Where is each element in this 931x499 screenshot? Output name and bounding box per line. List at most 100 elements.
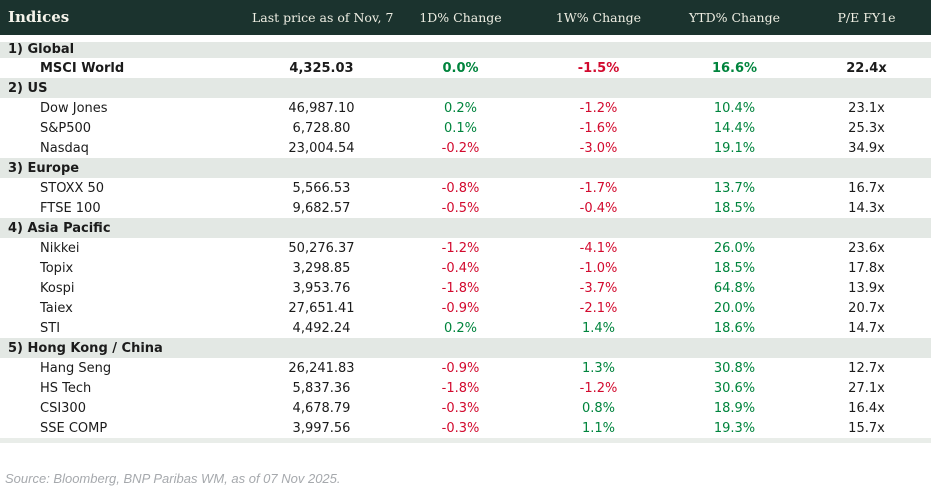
pe-fy1e: 14.7x: [848, 320, 885, 336]
change-1d: -1.8%: [441, 280, 480, 296]
table-row: FTSE 100 9,682.57 -0.5% -0.4% 18.5% 14.3x: [0, 198, 931, 218]
index-name: Taiex: [40, 300, 73, 316]
change-1w: -2.1%: [579, 300, 618, 316]
pe-fy1e: 12.7x: [848, 360, 885, 376]
pe-fy1e: 20.7x: [848, 300, 885, 316]
last-price: 46,987.10: [288, 100, 355, 116]
change-1w: -3.0%: [579, 140, 618, 156]
section-row: 5) Hong Kong / China: [0, 338, 931, 358]
index-name: STI: [40, 320, 61, 336]
pe-fy1e: 34.9x: [848, 140, 885, 156]
section-label: 2) US: [0, 78, 931, 98]
index-name: Topix: [40, 260, 74, 276]
table-bottom-edge: [0, 438, 931, 443]
table-row: STOXX 50 5,566.53 -0.8% -1.7% 13.7% 16.7x: [0, 178, 931, 198]
pe-fy1e: 25.3x: [848, 120, 885, 136]
change-1d: 0.2%: [443, 320, 478, 336]
change-1d: 0.0%: [442, 60, 479, 76]
last-price: 9,682.57: [292, 200, 351, 216]
section-row: 4) Asia Pacific: [0, 218, 931, 238]
index-name: Kospi: [40, 280, 75, 296]
section-row: 2) US: [0, 78, 931, 98]
change-1d: -0.4%: [441, 260, 480, 276]
change-ytd: 19.3%: [713, 420, 756, 436]
last-price: 3,953.76: [292, 280, 351, 296]
change-ytd: 13.7%: [713, 180, 756, 196]
pe-fy1e: 14.3x: [848, 200, 885, 216]
table-header: Indices Last price as of Nov, 7 1D% Chan…: [0, 0, 931, 42]
table-row: CSI300 4,678.79 -0.3% 0.8% 18.9% 16.4x: [0, 398, 931, 418]
index-name: HS Tech: [40, 380, 92, 396]
change-1w: -1.5%: [577, 60, 620, 76]
last-price: 23,004.54: [288, 140, 355, 156]
table-row: Hang Seng 26,241.83 -0.9% 1.3% 30.8% 12.7x: [0, 358, 931, 378]
change-1w: -0.4%: [579, 200, 618, 216]
change-ytd: 16.6%: [711, 60, 758, 76]
change-1d: -0.5%: [441, 200, 480, 216]
change-ytd: 10.4%: [713, 100, 756, 116]
index-name: MSCI World: [40, 60, 125, 76]
change-1d: -0.8%: [441, 180, 480, 196]
section-label: 5) Hong Kong / China: [0, 338, 931, 358]
index-name: STOXX 50: [40, 180, 105, 196]
table-row: MSCI World 4,325.03 0.0% -1.5% 16.6% 22.4x: [0, 58, 931, 78]
last-price: 5,837.36: [292, 380, 351, 396]
change-ytd: 64.8%: [713, 280, 756, 296]
change-1d: 0.1%: [443, 120, 478, 136]
table-row: S&P500 6,728.80 0.1% -1.6% 14.4% 25.3x: [0, 118, 931, 138]
pe-fy1e: 22.4x: [846, 60, 887, 76]
column-header-pe-fy1e: P/E FY1e: [802, 0, 931, 42]
pe-fy1e: 27.1x: [848, 380, 885, 396]
table-row: HS Tech 5,837.36 -1.8% -1.2% 30.6% 27.1x: [0, 378, 931, 398]
change-1d: -0.3%: [441, 420, 480, 436]
last-price: 26,241.83: [288, 360, 355, 376]
table-row: SSE COMP 3,997.56 -0.3% 1.1% 19.3% 15.7x: [0, 418, 931, 438]
section-label: 1) Global: [0, 38, 931, 58]
last-price: 3,298.85: [292, 260, 351, 276]
source-note: Source: Bloomberg, BNP Paribas WM, as of…: [5, 471, 341, 486]
last-price: 27,651.41: [288, 300, 355, 316]
change-ytd: 18.9%: [713, 400, 756, 416]
last-price: 4,492.24: [292, 320, 351, 336]
change-ytd: 14.4%: [713, 120, 756, 136]
change-ytd: 30.6%: [713, 380, 756, 396]
pe-fy1e: 16.7x: [848, 180, 885, 196]
index-name: CSI300: [40, 400, 86, 416]
index-name: Dow Jones: [40, 100, 108, 116]
pe-fy1e: 16.4x: [848, 400, 885, 416]
change-1d: -0.9%: [441, 360, 480, 376]
change-1w: -1.2%: [579, 380, 618, 396]
change-1w: -1.2%: [579, 100, 618, 116]
section-label: 4) Asia Pacific: [0, 218, 931, 238]
last-price: 50,276.37: [288, 240, 355, 256]
table-row: Taiex 27,651.41 -0.9% -2.1% 20.0% 20.7x: [0, 298, 931, 318]
column-header-1w-change: 1W% Change: [530, 0, 667, 42]
last-price: 3,997.56: [292, 420, 351, 436]
change-1w: -1.0%: [579, 260, 618, 276]
pe-fy1e: 17.8x: [848, 260, 885, 276]
table-row: Kospi 3,953.76 -1.8% -3.7% 64.8% 13.9x: [0, 278, 931, 298]
change-ytd: 19.1%: [713, 140, 756, 156]
change-1w: 1.1%: [581, 420, 616, 436]
last-price: 4,325.03: [289, 60, 354, 76]
index-name: SSE COMP: [40, 420, 108, 436]
column-header-last-price: Last price as of Nov, 7: [252, 0, 393, 42]
change-1d: -0.2%: [441, 140, 480, 156]
index-name: Nasdaq: [40, 140, 89, 156]
index-name: Nikkei: [40, 240, 80, 256]
table-row: STI 4,492.24 0.2% 1.4% 18.6% 14.7x: [0, 318, 931, 338]
change-1d: 0.2%: [443, 100, 478, 116]
pe-fy1e: 23.1x: [848, 100, 885, 116]
section-row: 3) Europe: [0, 158, 931, 178]
change-1w: 1.4%: [581, 320, 616, 336]
table-row: Nikkei 50,276.37 -1.2% -4.1% 26.0% 23.6x: [0, 238, 931, 258]
change-ytd: 18.5%: [713, 260, 756, 276]
change-1d: -1.2%: [441, 240, 480, 256]
index-name: FTSE 100: [40, 200, 101, 216]
index-name: S&P500: [40, 120, 92, 136]
table-row: Dow Jones 46,987.10 0.2% -1.2% 10.4% 23.1x: [0, 98, 931, 118]
change-1w: -3.7%: [579, 280, 618, 296]
change-ytd: 18.6%: [713, 320, 756, 336]
table-row: Nasdaq 23,004.54 -0.2% -3.0% 19.1% 34.9x: [0, 138, 931, 158]
change-1d: -0.3%: [441, 400, 480, 416]
